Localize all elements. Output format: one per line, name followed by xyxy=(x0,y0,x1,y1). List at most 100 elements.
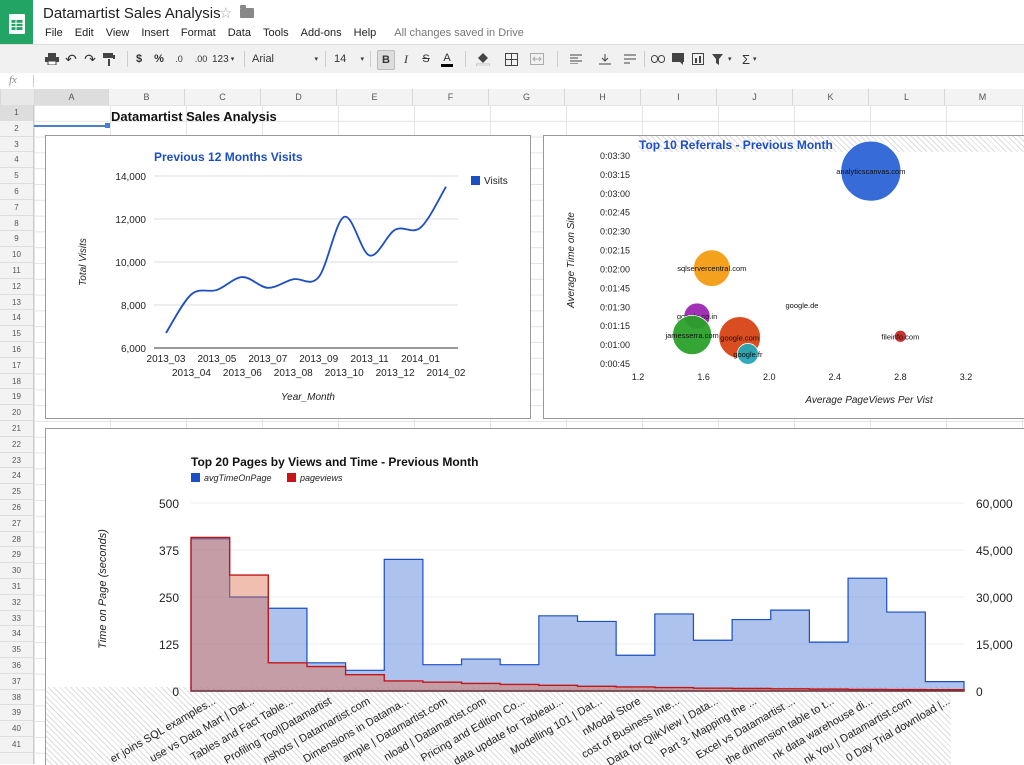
row-header-5[interactable]: 5 xyxy=(0,168,33,184)
print-icon[interactable] xyxy=(44,50,60,68)
fill-handle[interactable] xyxy=(105,123,110,128)
row-header-18[interactable]: 18 xyxy=(0,374,33,390)
horizontal-align-icon[interactable] xyxy=(565,50,587,68)
row-header-28[interactable]: 28 xyxy=(0,532,33,548)
row-header-21[interactable]: 21 xyxy=(0,421,33,437)
column-header-m[interactable]: M xyxy=(944,89,1020,105)
row-header-31[interactable]: 31 xyxy=(0,579,33,595)
column-header-k[interactable]: K xyxy=(792,89,868,105)
column-header-b[interactable]: B xyxy=(108,89,184,105)
undo-icon[interactable]: ↶ xyxy=(64,50,78,68)
column-header-f[interactable]: F xyxy=(412,89,488,105)
column-header-c[interactable]: C xyxy=(184,89,260,105)
row-header-16[interactable]: 16 xyxy=(0,342,33,358)
row-header-29[interactable]: 29 xyxy=(0,547,33,563)
column-header-g[interactable]: G xyxy=(488,89,564,105)
row-header-27[interactable]: 27 xyxy=(0,516,33,532)
column-header-a[interactable]: A xyxy=(34,89,108,105)
row-header-32[interactable]: 32 xyxy=(0,595,33,611)
row-header-13[interactable]: 13 xyxy=(0,295,33,311)
column-header-h[interactable]: H xyxy=(564,89,640,105)
row-header-24[interactable]: 24 xyxy=(0,468,33,484)
italic-button[interactable]: I xyxy=(399,50,413,68)
column-header-i[interactable]: I xyxy=(640,89,716,105)
menu-addons[interactable]: Add-ons xyxy=(301,27,342,39)
filter-icon[interactable] xyxy=(710,50,724,68)
increase-decimal-button[interactable]: .00 xyxy=(192,50,210,68)
font-family-dropdown[interactable]: Arial▾ xyxy=(252,50,318,68)
document-title[interactable]: Datamartist Sales Analysis xyxy=(43,5,221,22)
select-all-corner[interactable] xyxy=(0,89,34,105)
menu-file[interactable]: File xyxy=(45,27,63,39)
row-header-37[interactable]: 37 xyxy=(0,674,33,690)
row-header-8[interactable]: 8 xyxy=(0,216,33,232)
formula-input[interactable] xyxy=(40,74,1020,88)
row-header-23[interactable]: 23 xyxy=(0,453,33,469)
text-wrap-icon[interactable] xyxy=(621,50,639,68)
menu-edit[interactable]: Edit xyxy=(75,27,94,39)
row-header-14[interactable]: 14 xyxy=(0,310,33,326)
row-header-33[interactable]: 33 xyxy=(0,611,33,627)
selected-cell[interactable] xyxy=(34,108,108,127)
borders-icon[interactable] xyxy=(500,50,522,68)
menu-format[interactable]: Format xyxy=(181,27,216,39)
bold-button[interactable]: B xyxy=(377,50,395,70)
column-header-j[interactable]: J xyxy=(716,89,792,105)
row-header-3[interactable]: 3 xyxy=(0,137,33,153)
row-header-4[interactable]: 4 xyxy=(0,152,33,168)
row-header-39[interactable]: 39 xyxy=(0,705,33,721)
fill-color-icon[interactable] xyxy=(472,50,494,68)
more-formats-dropdown[interactable]: 123▾ xyxy=(212,50,238,68)
row-header-26[interactable]: 26 xyxy=(0,500,33,516)
vertical-align-icon[interactable] xyxy=(594,50,616,68)
row-header-7[interactable]: 7 xyxy=(0,200,33,216)
row-header-9[interactable]: 9 xyxy=(0,231,33,247)
row-header-34[interactable]: 34 xyxy=(0,626,33,642)
menu-insert[interactable]: Insert xyxy=(141,27,169,39)
text-color-button[interactable]: A xyxy=(437,50,457,68)
column-header-e[interactable]: E xyxy=(336,89,412,105)
row-header-35[interactable]: 35 xyxy=(0,642,33,658)
row-header-10[interactable]: 10 xyxy=(0,247,33,263)
percent-format-button[interactable]: % xyxy=(153,50,165,68)
row-header-19[interactable]: 19 xyxy=(0,389,33,405)
insert-comment-icon[interactable] xyxy=(670,50,686,68)
font-size-dropdown[interactable]: 14▾ xyxy=(334,50,364,68)
row-header-15[interactable]: 15 xyxy=(0,326,33,342)
row-header-6[interactable]: 6 xyxy=(0,184,33,200)
star-icon[interactable]: ☆ xyxy=(219,4,232,22)
row-header-30[interactable]: 30 xyxy=(0,563,33,579)
redo-icon[interactable]: ↷ xyxy=(83,50,97,68)
decrease-decimal-button[interactable]: .0 xyxy=(172,50,186,68)
menu-view[interactable]: View xyxy=(106,27,130,39)
folder-icon[interactable] xyxy=(240,8,254,18)
column-header-l[interactable]: L xyxy=(868,89,944,105)
column-header-d[interactable]: D xyxy=(260,89,336,105)
paint-format-icon[interactable] xyxy=(101,50,117,68)
row-header-38[interactable]: 38 xyxy=(0,690,33,706)
filter-dropdown[interactable]: ▾ xyxy=(728,50,738,68)
functions-dropdown[interactable]: Σ▾ xyxy=(742,50,764,68)
row-header-40[interactable]: 40 xyxy=(0,721,33,737)
row-header-36[interactable]: 36 xyxy=(0,658,33,674)
row-header-25[interactable]: 25 xyxy=(0,484,33,500)
insert-chart-icon[interactable] xyxy=(690,50,706,68)
row-header-12[interactable]: 12 xyxy=(0,279,33,295)
menu-tools[interactable]: Tools xyxy=(263,27,289,39)
menu-help[interactable]: Help xyxy=(354,27,377,39)
insert-link-icon[interactable] xyxy=(650,50,666,68)
sheets-app-icon[interactable] xyxy=(0,0,33,48)
row-header-17[interactable]: 17 xyxy=(0,358,33,374)
row-header-2[interactable]: 2 xyxy=(0,121,33,137)
row-header-20[interactable]: 20 xyxy=(0,405,33,421)
row-header-11[interactable]: 11 xyxy=(0,263,33,279)
merge-cells-icon[interactable] xyxy=(526,50,548,68)
strikethrough-button[interactable]: S xyxy=(419,50,433,68)
row-header-41[interactable]: 41 xyxy=(0,737,33,753)
currency-format-button[interactable]: $ xyxy=(134,50,144,68)
row-header-1[interactable]: 1 xyxy=(0,105,33,121)
menu-data[interactable]: Data xyxy=(228,27,251,39)
top-pages-area-chart[interactable]: Top 20 Pages by Views and Time - Previou… xyxy=(45,428,1024,765)
